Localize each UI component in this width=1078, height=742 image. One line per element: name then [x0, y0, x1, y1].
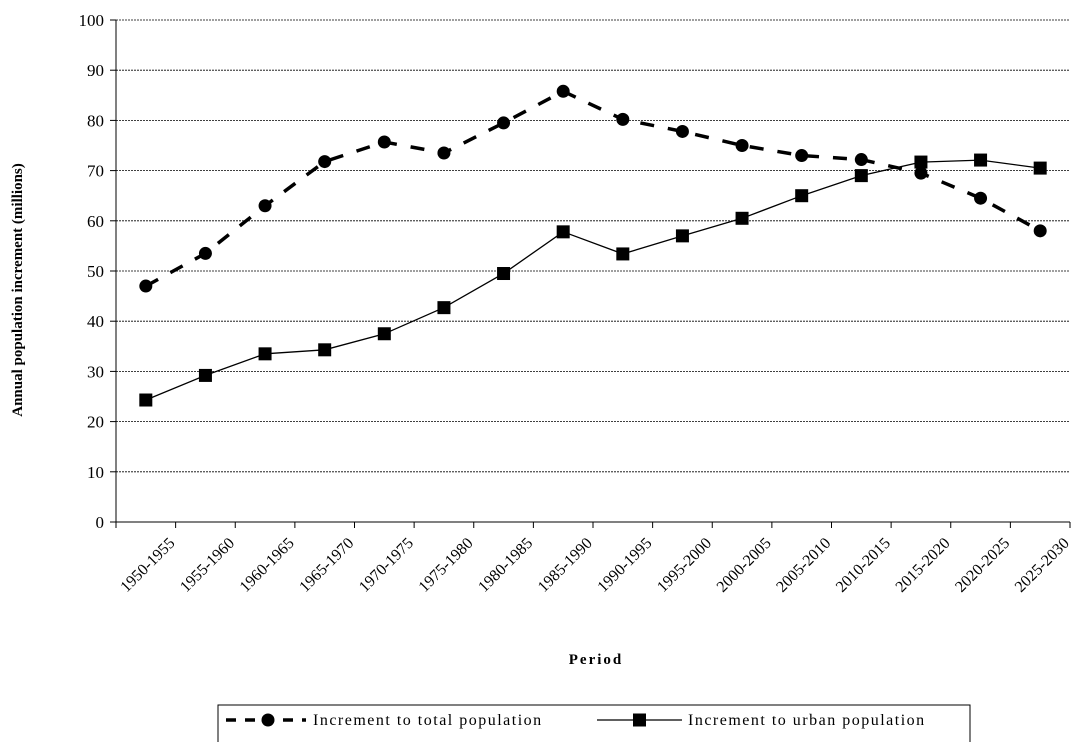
legend-label-total: Increment to total population [313, 712, 543, 729]
data-point-square [675, 229, 689, 243]
data-point-square [795, 189, 809, 203]
data-point-square [616, 247, 630, 261]
legend-marker-circle [261, 713, 275, 727]
data-point-circle [497, 116, 511, 130]
data-point-square [556, 225, 570, 239]
x-tick-label: 1985-1990 [535, 535, 596, 596]
y-tick-label: 80 [87, 111, 104, 130]
data-point-square [377, 327, 391, 341]
data-point-circle [556, 84, 570, 98]
y-tick-label: 10 [87, 463, 104, 482]
y-tick-label: 100 [79, 11, 105, 30]
series-line-urban [145, 159, 1041, 401]
data-point-circle [735, 139, 749, 152]
x-tick-label: 1965-1970 [296, 535, 357, 596]
y-axis-title: Annual population increment (millions) [10, 163, 26, 417]
legend-marker-square [633, 713, 646, 727]
y-tick-label: 50 [87, 262, 104, 281]
data-point-square [974, 153, 988, 167]
y-tick-label: 0 [96, 513, 105, 532]
legend-item-urban: Increment to urban population [597, 712, 926, 729]
data-point-square [139, 393, 153, 407]
data-point-square [914, 155, 928, 169]
data-series [139, 84, 1047, 407]
x-tick-label: 2010-2015 [833, 535, 894, 596]
y-axis-ticks: 0 10 20 30 40 50 60 70 80 90 100 [79, 11, 116, 532]
x-tick-label: 1955-1960 [177, 535, 238, 596]
y-tick-label: 30 [87, 362, 104, 381]
data-point-circle [1033, 224, 1047, 238]
y-tick-label: 20 [87, 413, 104, 432]
data-point-square [735, 211, 749, 225]
data-point-circle [198, 246, 212, 260]
legend-frame [217, 704, 971, 742]
x-tick-label: 1995-2000 [654, 535, 715, 596]
gridlines [116, 19, 1070, 473]
data-point-circle [914, 166, 928, 180]
x-tick-label: 2005-2010 [773, 535, 834, 596]
data-point-square [258, 347, 272, 361]
x-tick-label: 2015-2020 [893, 535, 954, 596]
data-point-square [1033, 161, 1047, 175]
data-point-circle [258, 199, 272, 213]
x-tick-label: 1960-1965 [237, 535, 298, 596]
y-tick-label: 70 [87, 162, 104, 181]
y-tick-label: 60 [87, 212, 104, 231]
data-point-square [198, 368, 212, 382]
data-point-square [854, 169, 868, 183]
data-point-square [437, 301, 451, 315]
x-axis-ticks: 1950-19551955-19601960-19651965-19701970… [115, 522, 1073, 596]
data-point-circle [854, 153, 868, 167]
x-tick-label: 1990-1995 [594, 535, 655, 596]
data-point-circle [675, 124, 689, 138]
x-tick-label: 1950-1955 [117, 535, 178, 596]
x-axis-title: Period [569, 652, 624, 668]
x-tick-label: 1975-1980 [416, 535, 477, 596]
x-tick-label: 2020-2025 [952, 535, 1013, 596]
series-line-total [144, 89, 1042, 288]
data-point-circle [974, 191, 988, 205]
data-point-circle [377, 135, 391, 149]
data-point-square [497, 267, 511, 281]
legend-label-urban: Increment to urban population [688, 712, 926, 729]
legend-item-total: Increment to total population [226, 712, 543, 729]
data-point-circle [616, 112, 630, 126]
legend: Increment to total population Increment … [217, 704, 971, 742]
x-tick-label: 2025-2030 [1012, 535, 1073, 596]
x-tick-label: 1970-1975 [356, 535, 417, 596]
data-point-square [318, 343, 332, 357]
data-point-circle [437, 146, 451, 160]
x-tick-label: 2000-2005 [714, 535, 775, 596]
y-tick-label: 40 [87, 312, 104, 331]
data-point-circle [318, 155, 332, 169]
x-tick-label: 1980-1985 [475, 535, 536, 596]
data-point-circle [139, 279, 153, 293]
data-point-circle [795, 149, 809, 163]
y-tick-label: 90 [87, 61, 104, 80]
